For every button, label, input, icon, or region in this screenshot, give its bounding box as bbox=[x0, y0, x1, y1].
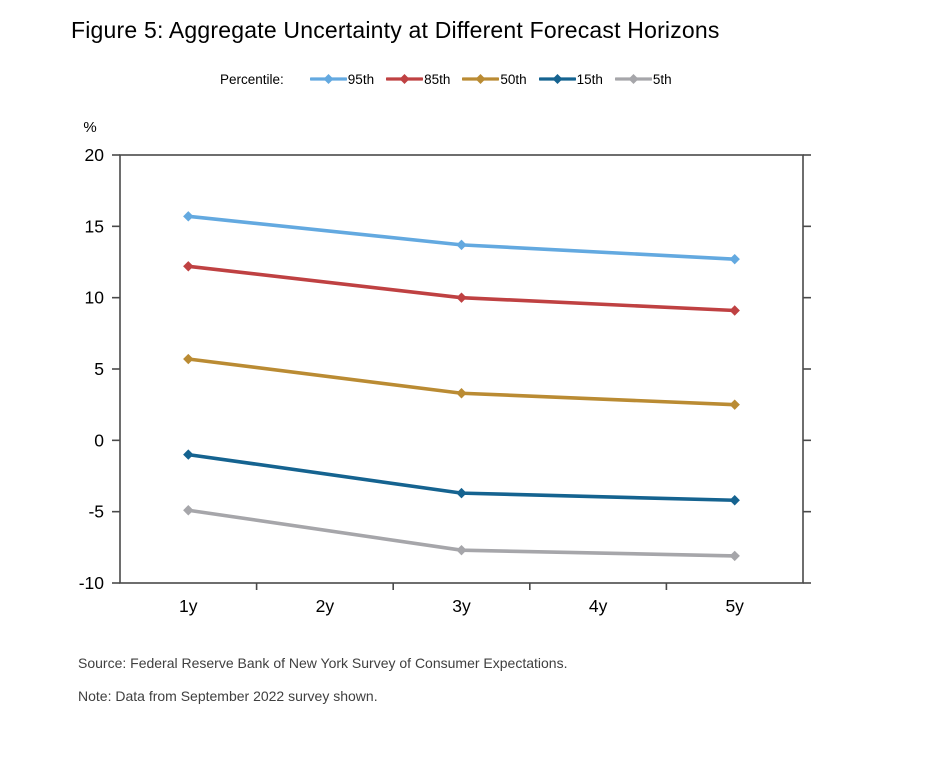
figure-title: Figure 5: Aggregate Uncertainty at Diffe… bbox=[71, 17, 720, 43]
series-marker-50th bbox=[183, 353, 194, 365]
y-axis-tick-label: 0 bbox=[94, 430, 104, 450]
series-marker-5th bbox=[183, 505, 194, 516]
legend-item-label: 85th bbox=[424, 71, 451, 87]
series-marker-85th bbox=[183, 261, 194, 272]
legend-item-85th: 85th bbox=[386, 72, 450, 87]
series-marker-85th bbox=[456, 292, 467, 303]
legend-items: 95th 85th 50th 15th 5th bbox=[309, 71, 672, 87]
series-line-95th bbox=[186, 214, 737, 261]
series-marker-95th bbox=[456, 239, 467, 251]
source-text: Source: Federal Reserve Bank of New York… bbox=[78, 655, 568, 671]
legend-item-95th: 95th bbox=[309, 71, 375, 87]
legend-item-50th: 50th bbox=[462, 71, 527, 87]
y-axis-tick-label: 5 bbox=[94, 359, 104, 379]
legend-marker-5th bbox=[614, 74, 652, 84]
series-marker-95th bbox=[183, 211, 194, 222]
y-axis-tick-label: 20 bbox=[85, 145, 105, 165]
series-marker-5th bbox=[456, 544, 467, 556]
x-axis-label: 3y bbox=[452, 596, 471, 616]
legend-item-label: 5th bbox=[652, 71, 672, 87]
y-axis-tick-label: 10 bbox=[85, 288, 105, 308]
chart-canvas: % 20 15 10 5 0 -5 -10 1y 2y 3y 4y 5y bbox=[79, 119, 811, 616]
x-axis-label: 2y bbox=[316, 596, 335, 616]
legend-marker-95th bbox=[309, 74, 347, 84]
series-marker-50th bbox=[456, 388, 467, 399]
chart-legend: Percentile: 95th 85th 50th 15th 5th bbox=[220, 70, 672, 88]
legend-title: Percentile: bbox=[220, 71, 284, 87]
legend-marker-85th bbox=[386, 74, 424, 84]
series-marker-15th bbox=[456, 487, 467, 499]
legend-item-label: 15th bbox=[576, 71, 603, 87]
x-axis-label: 5y bbox=[725, 596, 744, 616]
series-marker-15th bbox=[729, 495, 740, 506]
note-text: Note: Data from September 2022 survey sh… bbox=[78, 688, 378, 704]
series-marker-85th bbox=[729, 305, 740, 316]
series-marker-95th bbox=[729, 253, 740, 265]
y-axis-tick-label: -10 bbox=[79, 573, 105, 593]
legend-item-label: 95th bbox=[347, 71, 375, 87]
series-line-85th bbox=[186, 264, 737, 313]
x-axis-label: 4y bbox=[589, 596, 608, 616]
legend-item-5th: 5th bbox=[614, 71, 672, 87]
series-marker-50th bbox=[729, 399, 740, 410]
legend-marker-50th bbox=[462, 74, 500, 84]
x-axis-label: 1y bbox=[179, 596, 198, 616]
legend-item-15th: 15th bbox=[538, 71, 603, 87]
legend-item-label: 50th bbox=[500, 71, 527, 87]
series-marker-5th bbox=[729, 550, 740, 562]
y-axis-tick-label: 15 bbox=[85, 216, 104, 236]
series-marker-15th bbox=[183, 449, 194, 460]
legend-marker-15th bbox=[538, 74, 576, 84]
y-axis-tick-label: -5 bbox=[88, 502, 104, 522]
y-axis-unit-label: % bbox=[83, 119, 96, 136]
